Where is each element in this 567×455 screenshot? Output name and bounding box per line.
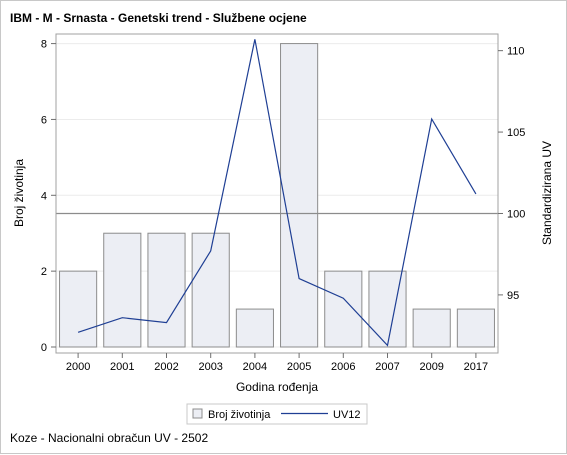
plot-area-border	[55, 33, 499, 354]
bar	[456, 308, 495, 348]
x-tick-label: 2007	[375, 361, 399, 373]
bar	[280, 43, 319, 348]
legend-line-label: UV12	[333, 409, 361, 421]
right-axis-label: Standardizirana UV	[540, 141, 554, 245]
x-tick-label: 2000	[66, 361, 90, 373]
left-tick-label: 6	[41, 114, 47, 126]
footnote: Koze - Nacionalni obračun UV - 2502	[10, 431, 208, 445]
bar	[235, 308, 274, 348]
bar-series	[59, 43, 495, 348]
x-tick-label: 2009	[419, 361, 443, 373]
bar	[59, 270, 98, 348]
bar	[324, 270, 363, 348]
x-tick-label: 2002	[154, 361, 178, 373]
uv12-line	[77, 39, 477, 347]
legend-box	[186, 403, 368, 425]
right-tick-label: 95	[507, 290, 519, 302]
bar	[412, 308, 451, 348]
right-tick-label: 100	[507, 208, 525, 220]
x-axis: 2000 2001 2002 2003 2004 2005 2006 2007 2009 2017	[66, 353, 488, 373]
x-tick-label: 2004	[243, 361, 267, 373]
right-tick-label: 110	[507, 46, 525, 58]
left-tick-label: 2	[41, 266, 47, 278]
bar	[191, 232, 230, 348]
legend-bar-swatch	[192, 408, 203, 419]
x-axis-label: Godina rođenja	[236, 380, 318, 394]
bar	[103, 232, 142, 348]
line-series	[77, 39, 477, 347]
bar	[368, 270, 407, 348]
chart-title: IBM - M - Srnasta - Genetski trend - Slu…	[10, 11, 307, 25]
left-axis: 0 2 4 6 8	[41, 39, 56, 354]
legend: Broj životinja UV12	[186, 403, 368, 425]
x-tick-label: 2003	[198, 361, 222, 373]
x-tick-label: 2006	[331, 361, 355, 373]
right-tick-label: 105	[507, 127, 525, 139]
left-tick-label: 4	[41, 190, 47, 202]
right-axis: 95 100 105 110	[498, 46, 525, 302]
legend-bar-label: Broj životinja	[208, 409, 271, 421]
x-tick-label: 2017	[464, 361, 488, 373]
x-tick-label: 2001	[110, 361, 134, 373]
left-tick-label: 8	[41, 39, 47, 51]
left-axis-label: Broj životinja	[12, 159, 26, 227]
x-tick-label: 2005	[287, 361, 311, 373]
left-tick-label: 0	[41, 342, 47, 354]
bar	[147, 232, 186, 348]
